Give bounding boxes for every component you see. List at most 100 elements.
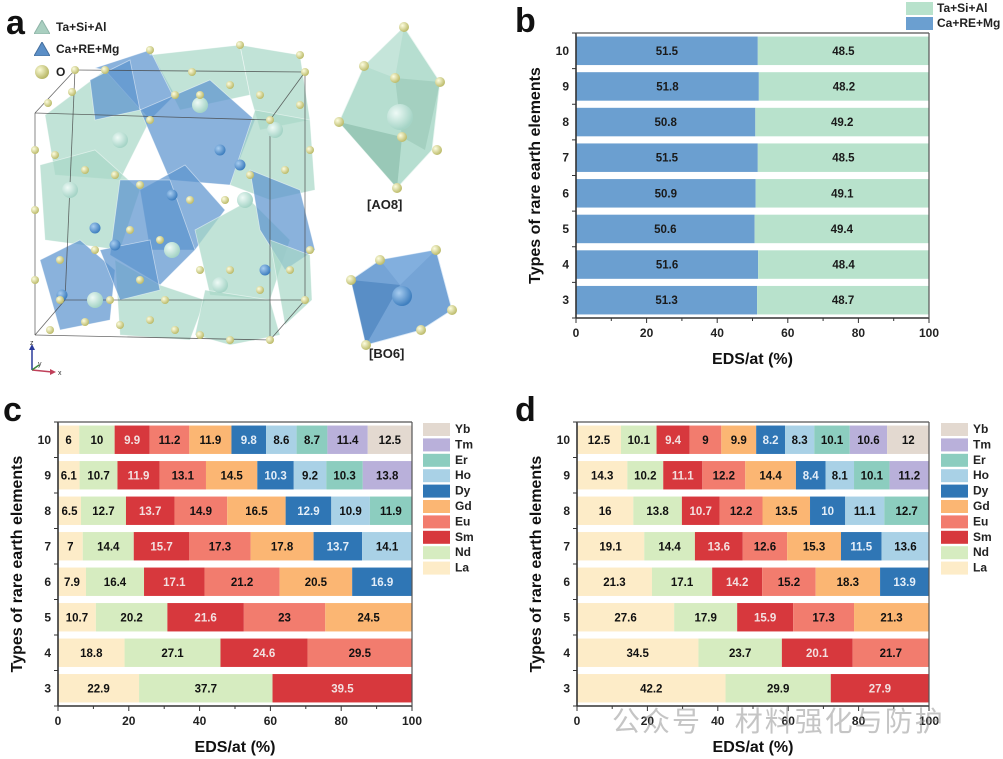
bar-segment-gd [854,603,929,632]
legend-label: Sm [455,530,474,544]
x-tick-label: 40 [193,714,207,728]
legend-swatch [906,17,933,30]
legend-item-dy: Dy [423,484,471,498]
data-label: 16.5 [245,506,268,518]
bar-segment-eu [174,496,228,525]
legend-swatch [423,500,450,513]
bar-segment-ca-re-mg [576,72,759,101]
legend-item-tm: Tm [941,437,991,452]
data-label: 9.9 [731,435,747,447]
bar-segment-er [296,425,328,454]
legend-label: La [455,561,469,575]
data-label: 13.8 [376,470,399,482]
data-label: 21.3 [880,612,902,624]
legend-swatch [941,423,968,436]
data-label: 12.9 [297,506,319,518]
legend-item-ho: Ho [941,468,989,483]
legend-item-gd: Gd [941,499,990,513]
data-label: 19.1 [599,541,622,553]
panel-c-label: c [3,391,22,429]
data-label: 10.1 [861,470,884,482]
legend-item-nd: Nd [941,545,989,560]
y-axis-title: Types of rare earth elements [528,456,545,673]
bar-segment-nd [698,638,782,667]
y-tick-label: 5 [44,610,51,624]
data-label: 12 [902,435,915,447]
panel-d-label: d [515,391,536,429]
legend-label: Ta+Si+Al [56,20,107,34]
y-tick-label: 10 [556,44,570,58]
x-tick-label: 0 [574,714,581,728]
data-label: 27.1 [161,648,184,660]
bar-segment-nd [627,461,664,490]
data-label: 14.3 [591,470,613,482]
bar-segment-nd [725,674,831,703]
bar-segment-sm [781,638,853,667]
bar-row-4: 34.5 23.7 20.1 21.7 [577,638,929,667]
bar-segment-la [58,532,83,561]
data-label: 10.3 [333,470,355,482]
data-label: 48.5 [832,153,855,165]
legend-label: Gd [973,499,990,513]
data-label: 8.1 [832,470,849,482]
bar-row-7: 7 14.4 15.7 17.3 17.8 13.7 14.1 [58,532,412,561]
data-label: 13.7 [139,506,161,518]
data-label: 13.5 [775,506,798,518]
legend-item-ta-si-al: Ta+Si+Al [34,20,106,34]
bar-segment-nd [651,567,713,596]
data-label: 18.3 [837,577,859,589]
data-label: 11.4 [337,435,359,447]
bar-segment-ho [881,532,930,561]
y-tick-label: 8 [563,504,570,518]
bar-segment-eu [243,603,326,632]
legend-label: Er [455,453,468,467]
legend-swatch [423,546,450,560]
tetrahedron-icon [34,20,50,34]
legend-item-er: Er [423,453,468,467]
y-tick-label: 5 [562,222,569,236]
bar-segment-ta-si-al [754,214,929,244]
data-label: 51.5 [656,46,679,58]
data-label: 23.7 [729,648,751,660]
bar-segment-ho [331,496,370,525]
data-label: 10.1 [628,435,651,447]
bar-segment-dy [880,567,929,596]
data-label: 11.2 [898,470,920,482]
y-tick-label: 7 [44,539,51,553]
data-label: 11.5 [850,541,872,553]
data-label: 15.3 [803,541,825,553]
bar-segment-dy [795,461,826,490]
bar-segment-gd [815,567,881,596]
bar-row-8: 6.5 12.7 13.7 14.9 16.5 12.9 10.9 11.9 [58,496,412,525]
bar-row-5: 10.7 20.2 21.6 23 24.5 [58,603,412,632]
legend-item-yb: Yb [423,422,470,436]
legend-item-ca-re-mg: Ca+RE+Mg [906,16,1000,30]
data-label: 12.2 [713,470,735,482]
data-label: 21.2 [231,577,253,589]
bar-segment-gd [227,496,286,525]
x-tick-label: 60 [264,714,278,728]
bar-row-9: 14.3 10.2 11.1 12.2 14.4 8.4 8.1 10.1 11.2 [577,461,929,490]
data-label: 9 [702,435,708,447]
x-tick-label: 100 [402,714,422,728]
bar-segment-sm [220,638,308,667]
data-label: 21.6 [194,612,216,624]
bar-segment-gd [205,461,258,490]
chart-b: 51.5 48.5 10 51.8 48.2 9 50.8 49.2 8 51.5 48.5 7 50.… [527,1,1000,368]
legend-swatch [423,515,450,529]
bar-segment-tm [849,425,888,454]
legend-item-ho: Ho [423,468,471,483]
legend-label: Sm [973,530,992,544]
bar-segment-nd [621,425,657,454]
y-tick-label: 9 [562,79,569,93]
y-tick-label: 10 [557,433,571,447]
data-label: 13.9 [893,577,915,589]
data-label: 15.7 [150,541,172,553]
data-label: 50.9 [655,188,677,200]
data-label: 12.5 [588,435,611,447]
legend-swatch [941,530,968,544]
data-label: 13.6 [894,541,916,553]
bar-segment-er [369,496,412,525]
data-label: 9.4 [665,435,682,447]
legend-swatch [423,438,450,452]
